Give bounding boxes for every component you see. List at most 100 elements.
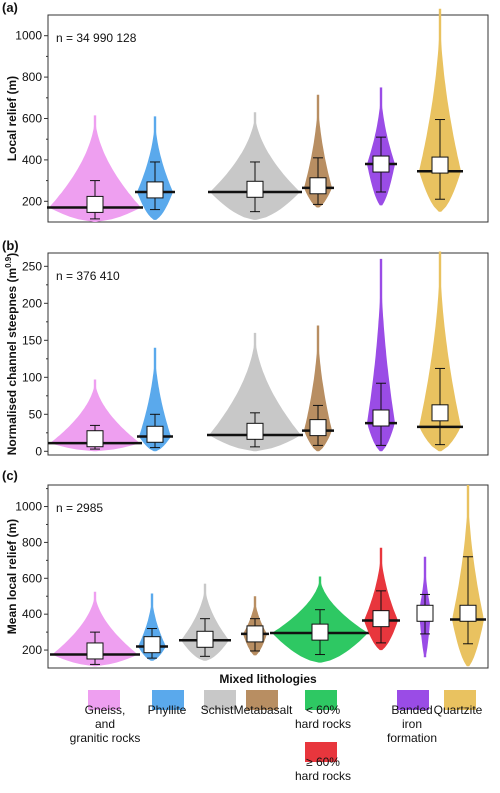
legend-label-bif: iron	[402, 717, 422, 731]
mean-marker	[372, 610, 390, 628]
mean-marker	[146, 181, 164, 199]
violin-quartzite	[417, 8, 463, 212]
mean-marker	[246, 625, 264, 643]
legend-swatch-metabasalt	[246, 690, 278, 710]
y-axis-label-sup: 0.9	[4, 256, 13, 268]
legend-label-bif: Banded	[391, 703, 432, 717]
legend-label-metabasalt: Metabasalt	[234, 703, 293, 717]
violin-body	[139, 347, 171, 452]
legend-swatch-bif	[397, 690, 429, 710]
mean-marker	[86, 642, 104, 660]
legend-label-gneiss: and	[95, 717, 115, 731]
violin-body	[210, 332, 300, 452]
y-tick-label: 600	[22, 112, 42, 126]
mean-marker	[309, 419, 327, 437]
violin-body	[50, 115, 140, 222]
violin-mixed_high	[362, 547, 400, 651]
legend-label-quartzite: Quartzite	[434, 703, 483, 717]
panel-label: (c)	[2, 468, 18, 483]
violin-metabasalt	[241, 596, 269, 656]
y-axis-label-main: Local relief (m)	[5, 76, 19, 161]
violin-body	[53, 591, 137, 667]
mean-marker	[372, 155, 390, 173]
legend-label-mixed_high: hard rocks	[295, 769, 351, 783]
violin-body	[51, 379, 139, 452]
x-axis-title: Mixed lithologies	[219, 672, 317, 686]
violin-mixed_low	[270, 576, 370, 663]
violin-schist	[207, 332, 303, 452]
panel-0: (a) 200 400 600 800 1000 Local relief (m) n = 3…	[2, 0, 489, 223]
mean-marker	[86, 195, 104, 213]
mean-marker	[86, 430, 104, 448]
panel-label: (a)	[2, 0, 18, 15]
y-tick-label: 600	[22, 571, 42, 585]
mean-marker	[431, 404, 449, 422]
y-tick-label: 800	[22, 70, 42, 84]
violin-schist	[179, 583, 231, 661]
violin-bif	[365, 87, 397, 206]
mean-marker	[246, 422, 264, 440]
legend-label-gneiss: granitic rocks	[70, 731, 141, 745]
sample-size-annotation: n = 34 990 128	[56, 31, 137, 45]
mean-marker	[416, 604, 434, 622]
y-tick-label: 200	[22, 643, 42, 657]
legend-label-mixed_high: ≥ 60%	[306, 755, 340, 769]
sample-size-annotation: n = 376 410	[56, 269, 120, 283]
violin-quartzite	[450, 485, 486, 667]
violin-gneiss	[50, 591, 140, 667]
violin-quartzite	[417, 251, 463, 452]
y-tick-label: 200	[22, 194, 42, 208]
mean-marker	[311, 623, 329, 641]
violin-body	[419, 251, 461, 452]
y-axis-label: Normalised channel steepnes (m0.9)	[4, 253, 19, 456]
y-axis-label-main: Mean local relief (m)	[5, 519, 19, 634]
y-tick-label: 200	[22, 296, 42, 310]
legend-swatch-mixed_high	[305, 742, 337, 762]
mean-marker	[196, 630, 214, 648]
y-tick-label: 1000	[15, 500, 42, 514]
y-tick-label: 400	[22, 153, 42, 167]
y-tick-label: 150	[22, 333, 42, 347]
violin-body	[419, 8, 461, 212]
legend-label-schist: Schist	[201, 703, 234, 717]
legend-swatch-gneiss	[88, 690, 120, 710]
y-tick-label: 100	[22, 370, 42, 384]
y-axis-label: Mean local relief (m)	[5, 519, 19, 634]
legend-label-bif: formation	[387, 731, 437, 745]
y-tick-label: 50	[29, 407, 43, 421]
y-axis-label: Local relief (m)	[5, 76, 19, 161]
y-tick-label: 800	[22, 535, 42, 549]
violin-metabasalt	[302, 325, 334, 452]
legend-swatch-schist	[204, 690, 236, 710]
mean-marker	[459, 604, 477, 622]
violin-metabasalt	[302, 94, 334, 208]
y-tick-label: 1000	[15, 29, 42, 43]
plot-frame	[47, 252, 489, 456]
violin-body	[367, 258, 395, 452]
legend-label-mixed_low: hard rocks	[295, 717, 351, 731]
violin-schist	[208, 112, 302, 220]
violin-phyllite	[136, 593, 168, 661]
mean-marker	[146, 425, 164, 443]
legend-swatch-quartzite	[444, 690, 476, 710]
mean-marker	[246, 180, 264, 198]
violin-phyllite	[135, 116, 175, 220]
legend-label-gneiss: Gneiss,	[85, 703, 126, 717]
legend-swatch-phyllite	[152, 690, 184, 710]
legend-label-mixed_low: < 60%	[306, 703, 341, 717]
y-tick-label: 250	[22, 259, 42, 273]
sample-size-annotation: n = 2985	[56, 501, 103, 515]
mean-marker	[143, 636, 161, 654]
panel-label: (b)	[2, 238, 19, 253]
mean-marker	[431, 156, 449, 174]
violin-bif	[365, 258, 397, 452]
violin-phyllite	[137, 347, 173, 452]
y-tick-label: 0	[35, 444, 42, 458]
violin-bif	[416, 556, 434, 658]
mean-marker	[372, 409, 390, 427]
legend-label-phyllite: Phyllite	[148, 703, 187, 717]
panel-2: (c) 200 400 600 800 1000 Mean local relief (m)…	[2, 468, 489, 669]
violin-gneiss	[48, 379, 142, 452]
